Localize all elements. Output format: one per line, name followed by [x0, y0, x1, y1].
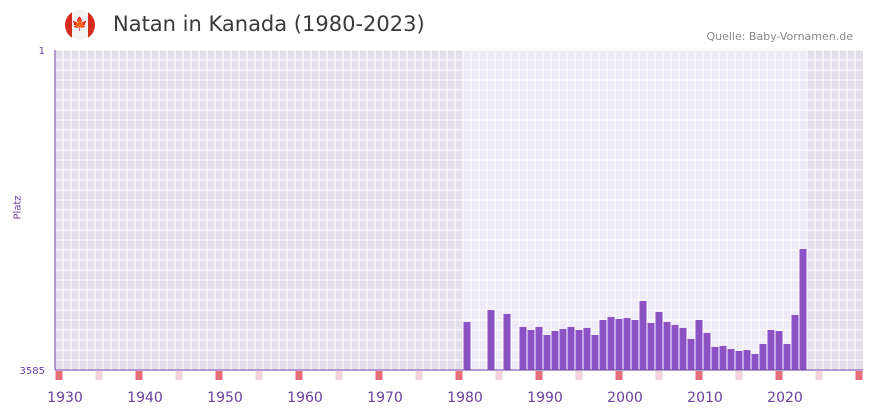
- bar-2014: [735, 350, 743, 370]
- bar-2000: [623, 318, 631, 370]
- bar-2008: [687, 339, 695, 370]
- bar-2002: [639, 300, 647, 370]
- bar-2009: [695, 320, 703, 370]
- x-tick-label: 1970: [367, 390, 403, 406]
- x-tick-label: 2020: [767, 390, 803, 406]
- bar-1993: [567, 326, 575, 370]
- bar-2022: [799, 249, 807, 370]
- bar-1983: [487, 310, 495, 370]
- bar-2021: [791, 315, 799, 370]
- x-tick-label: 1950: [207, 390, 243, 406]
- half-decade-marker: [815, 371, 823, 380]
- decade-marker: [615, 371, 623, 380]
- x-tick-label: 1940: [127, 390, 163, 406]
- bar-2006: [671, 325, 679, 370]
- source-link[interactable]: Quelle: Baby-Vornamen.de: [706, 30, 853, 43]
- bar-2017: [759, 344, 767, 370]
- decade-marker: [215, 371, 223, 380]
- decade-marker: [375, 371, 383, 380]
- half-decade-marker: [95, 371, 103, 380]
- x-tick-label: 1930: [47, 390, 83, 406]
- half-decade-marker: [655, 371, 663, 380]
- bar-2016: [751, 354, 759, 370]
- bar-2003: [647, 323, 655, 370]
- bar-1987: [519, 326, 527, 370]
- half-decade-marker: [415, 371, 423, 380]
- bar-2010: [703, 333, 711, 370]
- x-tick-label: 1960: [287, 390, 323, 406]
- bar-1990: [543, 335, 551, 370]
- half-decade-marker: [255, 371, 263, 380]
- bar-1985: [503, 314, 511, 370]
- y-tick-label-bottom: 3585: [20, 366, 45, 377]
- canada-flag-icon: 🍁: [65, 10, 95, 40]
- decade-marker: [695, 371, 703, 380]
- decade-marker: [855, 371, 863, 380]
- bar-2004: [655, 311, 663, 370]
- bar-2007: [679, 327, 687, 370]
- decade-marker: [535, 371, 543, 380]
- bar-2018: [767, 330, 775, 370]
- bar-2015: [743, 350, 751, 370]
- x-tick-label: 2010: [687, 390, 723, 406]
- bar-2019: [775, 330, 783, 370]
- bar-2020: [783, 344, 791, 370]
- bar-2005: [663, 321, 671, 370]
- half-decade-marker: [575, 371, 583, 380]
- bar-1999: [615, 319, 623, 370]
- x-tick-label: 1990: [527, 390, 563, 406]
- bar-1997: [599, 320, 607, 370]
- half-decade-marker: [175, 371, 183, 380]
- decade-marker: [775, 371, 783, 380]
- bar-2012: [719, 345, 727, 370]
- decade-marker: [55, 371, 63, 380]
- half-decade-marker: [495, 371, 503, 380]
- half-decade-marker: [335, 371, 343, 380]
- decade-marker: [455, 371, 463, 380]
- decade-marker: [135, 371, 143, 380]
- bar-1988: [527, 330, 535, 370]
- x-tick-label: 2000: [607, 390, 643, 406]
- bar-1996: [591, 335, 599, 370]
- bar-1998: [607, 316, 615, 370]
- bar-1980: [463, 321, 471, 370]
- y-tick-label-top: 1: [39, 46, 45, 57]
- bar-1992: [559, 329, 567, 370]
- bar-2011: [711, 346, 719, 370]
- bar-1991: [551, 330, 559, 370]
- bar-1989: [535, 326, 543, 370]
- bar-1995: [583, 327, 591, 370]
- bar-2013: [727, 349, 735, 370]
- bar-1994: [575, 330, 583, 370]
- half-decade-marker: [735, 371, 743, 380]
- decade-marker: [295, 371, 303, 380]
- bar-2001: [631, 320, 639, 370]
- chart-title: Natan in Kanada (1980-2023): [113, 12, 425, 36]
- x-tick-label: 1980: [447, 390, 483, 406]
